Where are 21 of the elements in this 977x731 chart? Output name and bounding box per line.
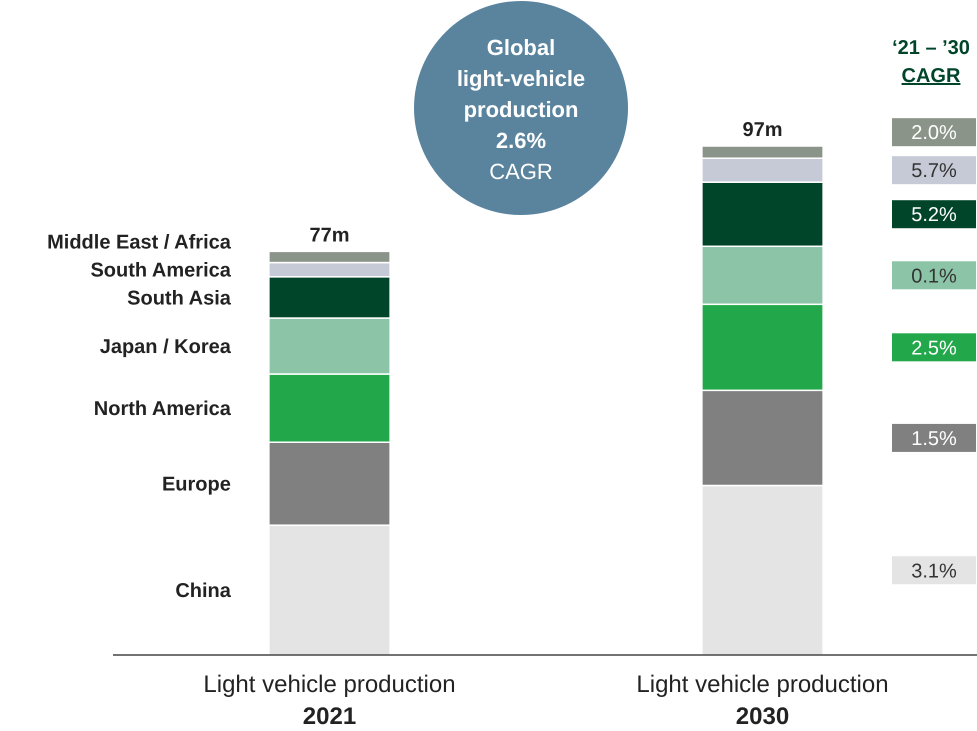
x-tick-label: Light vehicle production 2030: [636, 671, 889, 730]
annotation: 0.1%: [911, 265, 958, 288]
text: 2.0%: [911, 122, 958, 144]
series-label: Europe: [162, 474, 231, 496]
text: ‘21 – ’30 CAGR: [892, 37, 970, 87]
series-label: South Asia: [127, 287, 232, 310]
series-label: China: [175, 580, 232, 602]
annotation: CAGR: [489, 159, 553, 184]
x-tick-label: Light vehicle production 2021: [203, 671, 456, 730]
series-label: Japan / Korea: [100, 336, 232, 358]
annotation: 77m: [309, 224, 350, 246]
annotation: 2.5%: [911, 337, 958, 360]
annotation: 97m: [742, 119, 783, 141]
series-label: South America: [90, 259, 232, 282]
annotation: 5.7%: [911, 160, 958, 182]
annotation: 1.5%: [911, 428, 958, 450]
series-label: North America: [94, 398, 232, 420]
annotation: 5.2%: [911, 204, 958, 226]
series-label: Middle East / Africa: [47, 231, 232, 254]
annotation: Global light-vehicle production 2.6%: [456, 35, 586, 153]
annotation: 3.1%: [911, 560, 958, 582]
